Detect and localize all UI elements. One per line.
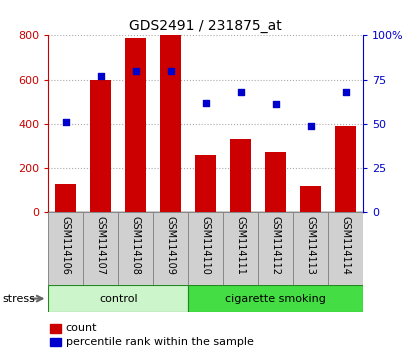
- Bar: [90, 80, 111, 212]
- Bar: [118, 212, 153, 285]
- Bar: [335, 126, 356, 212]
- Bar: [83, 212, 118, 285]
- Bar: [265, 152, 286, 212]
- Bar: [328, 212, 363, 285]
- Bar: [48, 285, 188, 312]
- Bar: [50, 338, 61, 347]
- Text: percentile rank within the sample: percentile rank within the sample: [66, 337, 254, 347]
- Bar: [153, 212, 188, 285]
- Bar: [293, 212, 328, 285]
- Text: GSM114106: GSM114106: [61, 216, 71, 275]
- Point: [202, 100, 209, 105]
- Point: [168, 68, 174, 74]
- Point: [307, 123, 314, 129]
- Title: GDS2491 / 231875_at: GDS2491 / 231875_at: [129, 19, 282, 33]
- Text: cigarette smoking: cigarette smoking: [226, 293, 326, 304]
- Bar: [125, 38, 146, 212]
- Text: GSM114112: GSM114112: [271, 216, 281, 275]
- Bar: [160, 35, 181, 212]
- Bar: [195, 155, 216, 212]
- Text: GSM114111: GSM114111: [236, 216, 246, 275]
- Bar: [300, 186, 321, 212]
- Point: [237, 89, 244, 95]
- Text: GSM114110: GSM114110: [201, 216, 211, 275]
- Bar: [48, 212, 83, 285]
- Bar: [258, 212, 293, 285]
- Text: stress: stress: [2, 293, 35, 304]
- Text: control: control: [99, 293, 138, 304]
- Bar: [188, 285, 363, 312]
- Bar: [230, 139, 251, 212]
- Bar: [50, 324, 61, 333]
- Point: [342, 89, 349, 95]
- Text: count: count: [66, 324, 97, 333]
- Text: GSM114113: GSM114113: [306, 216, 316, 275]
- Bar: [55, 184, 76, 212]
- Text: GSM114108: GSM114108: [131, 216, 141, 275]
- Text: GSM114114: GSM114114: [341, 216, 351, 275]
- Point: [97, 73, 104, 79]
- Point: [273, 102, 279, 107]
- Text: GSM114107: GSM114107: [96, 216, 106, 275]
- Bar: [188, 212, 223, 285]
- Text: GSM114109: GSM114109: [166, 216, 176, 275]
- Bar: [223, 212, 258, 285]
- Point: [132, 68, 139, 74]
- Point: [63, 119, 69, 125]
